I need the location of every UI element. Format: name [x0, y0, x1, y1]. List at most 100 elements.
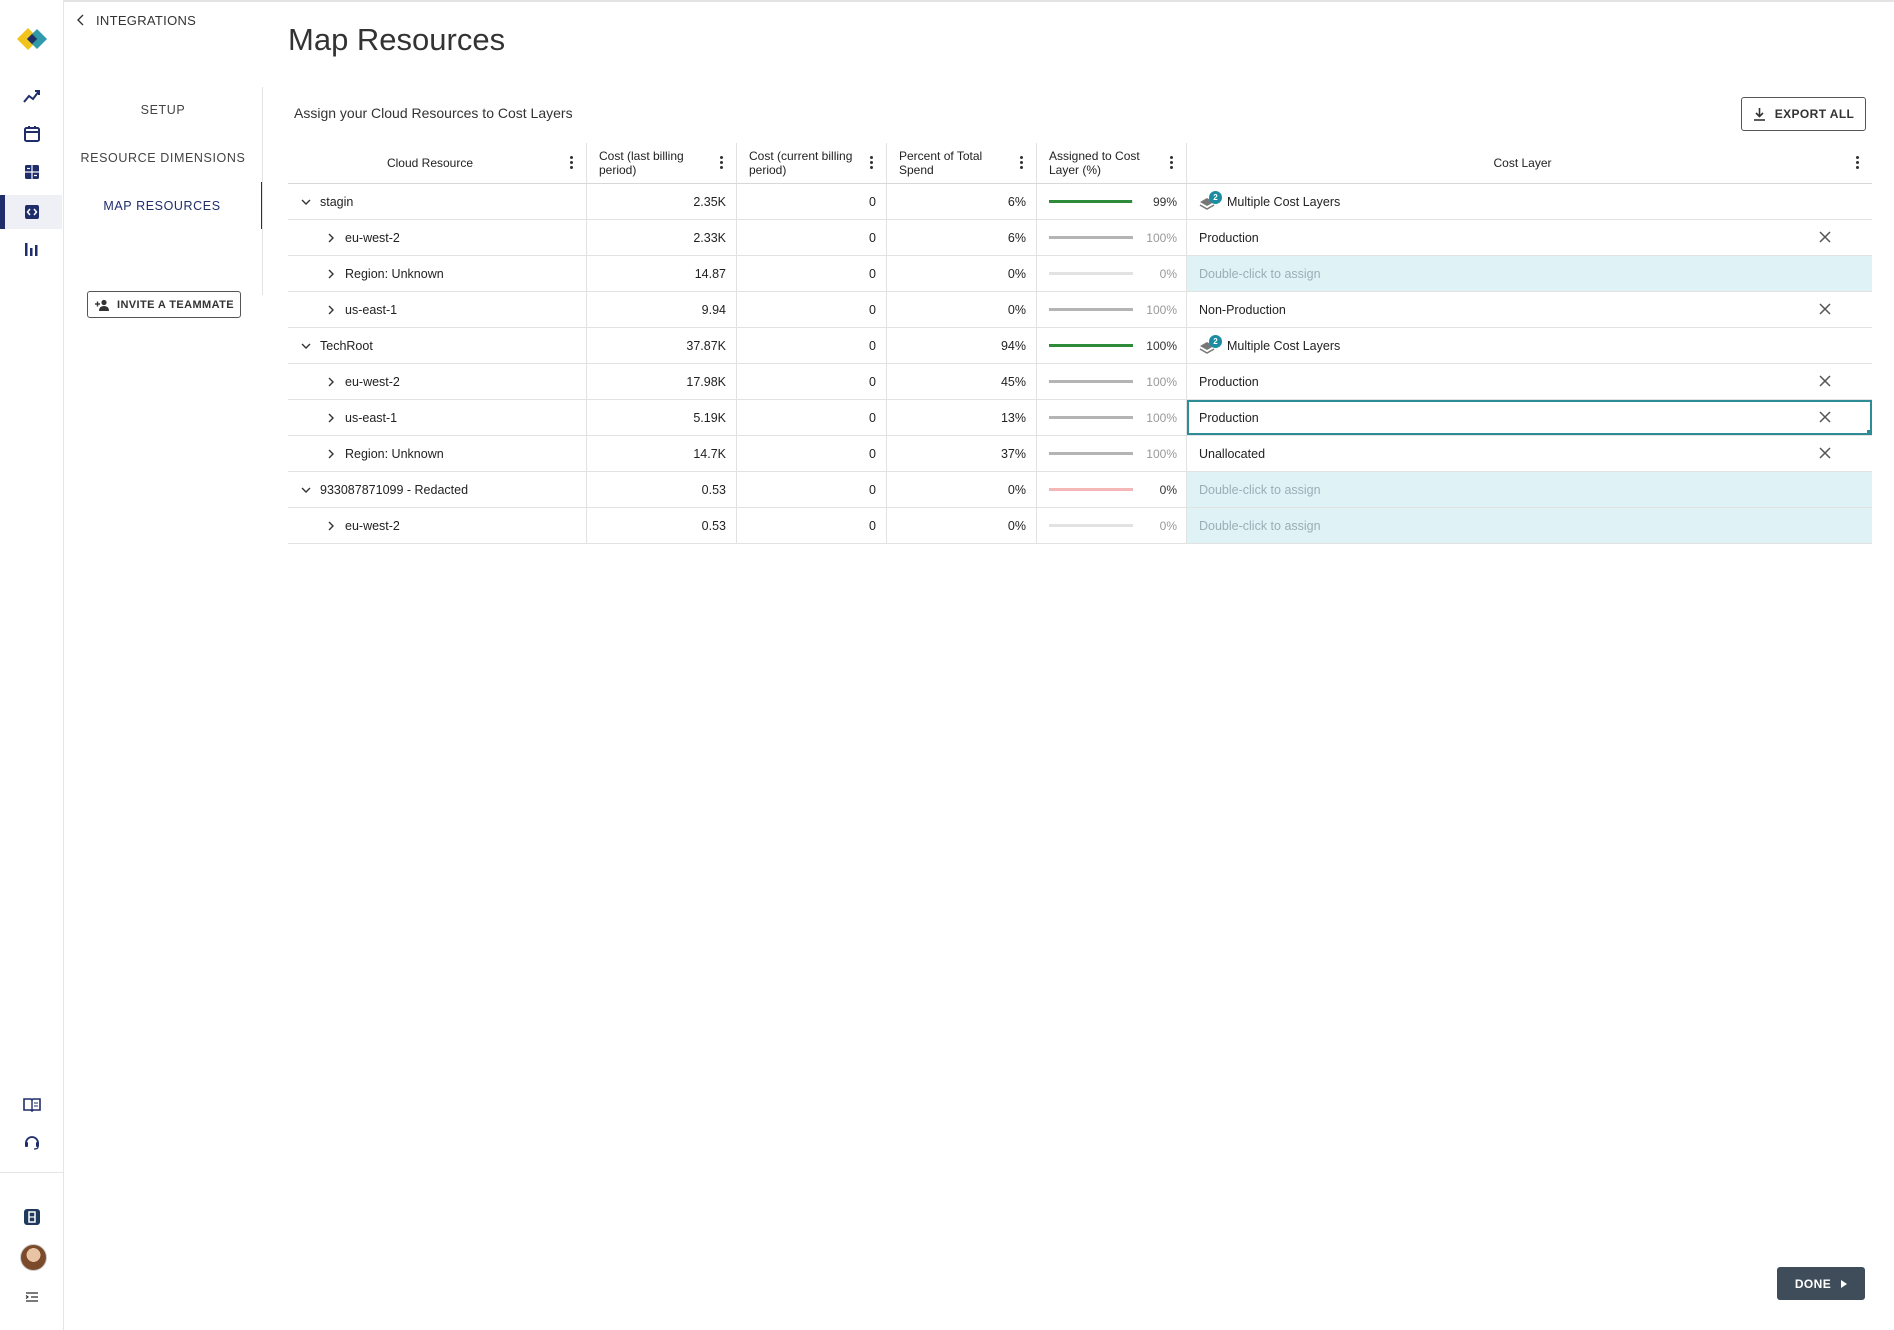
- table-row[interactable]: Region: Unknown 14.87 0 0% 0% Double-click to…: [288, 256, 1872, 292]
- integrations-icon[interactable]: [18, 198, 46, 226]
- cost-current-cell: 0: [737, 184, 887, 219]
- column-header-cost-last[interactable]: Cost (last billing period): [587, 143, 737, 183]
- table-row[interactable]: eu-west-2 0.53 0 0% 0% Double-click to assign: [288, 508, 1872, 544]
- cost-last-cell: 9.94: [587, 292, 737, 327]
- cost-layer-cell[interactable]: Double-click to assign: [1187, 256, 1872, 291]
- org-icon[interactable]: [18, 1203, 46, 1231]
- table-row[interactable]: us-east-1 9.94 0 0% 100% Non-Production: [288, 292, 1872, 328]
- resource-name: us-east-1: [345, 302, 398, 317]
- table-row[interactable]: stagin 2.35K 0 6% 99% 2 Multiple Cost Layers: [288, 184, 1872, 220]
- cost-current-cell: 0: [737, 436, 887, 471]
- invite-teammate-button[interactable]: INVITE A TEAMMATE: [87, 291, 241, 318]
- column-title: Cloud Resource: [386, 156, 474, 170]
- remove-layer-icon[interactable]: [1818, 230, 1832, 244]
- cost-layer-cell[interactable]: Production: [1187, 220, 1872, 255]
- column-header-assigned[interactable]: Assigned to Cost Layer (%): [1037, 143, 1187, 183]
- chevron-right-icon[interactable]: [325, 412, 337, 424]
- chevron-right-icon[interactable]: [325, 520, 337, 532]
- cost-layer-cell[interactable]: 2 Multiple Cost Layers: [1187, 328, 1872, 363]
- assigned-progress-fill: [1049, 452, 1133, 455]
- cost-layer-cell[interactable]: 2 Multiple Cost Layers: [1187, 184, 1872, 219]
- cost-last-cell: 17.98K: [587, 364, 737, 399]
- cost-last-cell: 14.87: [587, 256, 737, 291]
- percent-total-cell: 0%: [887, 256, 1037, 291]
- chevron-right-icon[interactable]: [325, 376, 337, 388]
- column-menu-icon[interactable]: [1170, 156, 1174, 170]
- remove-layer-icon[interactable]: [1818, 374, 1832, 388]
- column-menu-icon[interactable]: [870, 156, 874, 170]
- assigned-cell: 99%: [1037, 184, 1187, 219]
- column-menu-icon[interactable]: [1020, 156, 1024, 170]
- trend-icon[interactable]: [18, 82, 46, 110]
- table-row[interactable]: eu-west-2 17.98K 0 45% 100% Production: [288, 364, 1872, 400]
- remove-layer-icon[interactable]: [1818, 410, 1832, 424]
- chevron-down-icon[interactable]: [300, 340, 312, 352]
- assigned-progress-fill: [1049, 308, 1133, 311]
- cloud-resource-cell: Region: Unknown: [288, 436, 587, 471]
- app-logo-icon[interactable]: [13, 24, 51, 54]
- nav-item-resource-dimensions[interactable]: RESOURCE DIMENSIONS: [80, 151, 246, 165]
- cost-layer-cell[interactable]: Production: [1187, 364, 1872, 399]
- percent-total-cell: 6%: [887, 184, 1037, 219]
- chevron-right-icon[interactable]: [325, 268, 337, 280]
- table-row[interactable]: us-east-1 5.19K 0 13% 100% Production: [288, 400, 1872, 436]
- column-title: Assigned to Cost Layer (%): [1049, 149, 1140, 177]
- table-header: Cloud Resource Cost (last billing period…: [288, 143, 1872, 184]
- cost-layer-cell[interactable]: Unallocated: [1187, 436, 1872, 471]
- cost-layer-cell[interactable]: Non-Production: [1187, 292, 1872, 327]
- assigned-percent: 100%: [1146, 374, 1177, 389]
- calendar-icon[interactable]: [18, 120, 46, 148]
- table-row[interactable]: 933087871099 - Redacted 0.53 0 0% 0% Double-c…: [288, 472, 1872, 508]
- remove-layer-icon[interactable]: [1818, 446, 1832, 460]
- nav-item-setup[interactable]: SETUP: [140, 103, 186, 117]
- table-row[interactable]: eu-west-2 2.33K 0 6% 100% Production: [288, 220, 1872, 256]
- chevron-right-icon[interactable]: [325, 304, 337, 316]
- table-row[interactable]: Region: Unknown 14.7K 0 37% 100% Unallocated: [288, 436, 1872, 472]
- chevron-right-icon[interactable]: [325, 448, 337, 460]
- column-header-cloud-resource[interactable]: Cloud Resource: [288, 143, 587, 183]
- column-menu-icon[interactable]: [1856, 156, 1860, 170]
- cloud-resource-cell: 933087871099 - Redacted: [288, 472, 587, 507]
- chevron-down-icon[interactable]: [300, 196, 312, 208]
- table-row[interactable]: TechRoot 37.87K 0 94% 100% 2 Multiple Cost Lay…: [288, 328, 1872, 364]
- chevron-right-icon[interactable]: [325, 232, 337, 244]
- cost-layer-label: Multiple Cost Layers: [1227, 338, 1341, 353]
- assigned-cell: 100%: [1037, 400, 1187, 435]
- bar-chart-icon[interactable]: [18, 235, 46, 263]
- done-button[interactable]: DONE: [1777, 1267, 1865, 1300]
- column-title: Cost (last billing period): [599, 149, 684, 177]
- assigned-progress-fill: [1049, 200, 1133, 203]
- column-header-cost-layer[interactable]: Cost Layer: [1187, 143, 1872, 183]
- export-all-button[interactable]: EXPORT ALL: [1741, 97, 1866, 131]
- remove-layer-icon[interactable]: [1818, 302, 1832, 316]
- nav-item-map-resources[interactable]: MAP RESOURCES: [63, 182, 263, 229]
- resource-name: Region: Unknown: [345, 266, 444, 281]
- assigned-percent: 100%: [1146, 410, 1177, 425]
- column-header-cost-current[interactable]: Cost (current billing period): [737, 143, 887, 183]
- cost-current-cell: 0: [737, 364, 887, 399]
- assigned-progress-fill: [1049, 380, 1133, 383]
- top-border: [0, 0, 1894, 2]
- cost-layer-cell[interactable]: Double-click to assign: [1187, 472, 1872, 507]
- assigned-cell: 100%: [1037, 436, 1187, 471]
- cost-layer-cell[interactable]: Double-click to assign: [1187, 508, 1872, 543]
- avatar[interactable]: [20, 1244, 47, 1271]
- chevron-down-icon[interactable]: [300, 484, 312, 496]
- cloud-resource-cell: us-east-1: [288, 400, 587, 435]
- resource-name: us-east-1: [345, 410, 398, 425]
- cloud-resource-cell: Region: Unknown: [288, 256, 587, 291]
- back-to-integrations-link[interactable]: INTEGRATIONS: [76, 10, 196, 30]
- resource-name: eu-west-2: [345, 518, 400, 533]
- cost-layer-label: Double-click to assign: [1199, 482, 1321, 497]
- cost-layer-label: Production: [1199, 410, 1259, 425]
- column-menu-icon[interactable]: [570, 156, 574, 170]
- docs-book-icon[interactable]: [18, 1090, 46, 1118]
- cost-layer-cell[interactable]: Production: [1187, 400, 1872, 435]
- support-headset-icon[interactable]: [18, 1127, 46, 1155]
- column-header-percent-total[interactable]: Percent of Total Spend: [887, 143, 1037, 183]
- column-menu-icon[interactable]: [720, 156, 724, 170]
- collapse-menu-icon[interactable]: [18, 1283, 46, 1311]
- cloud-resource-cell: us-east-1: [288, 292, 587, 327]
- page-subtitle: Assign your Cloud Resources to Cost Laye…: [294, 105, 573, 121]
- calculator-icon[interactable]: [18, 158, 46, 186]
